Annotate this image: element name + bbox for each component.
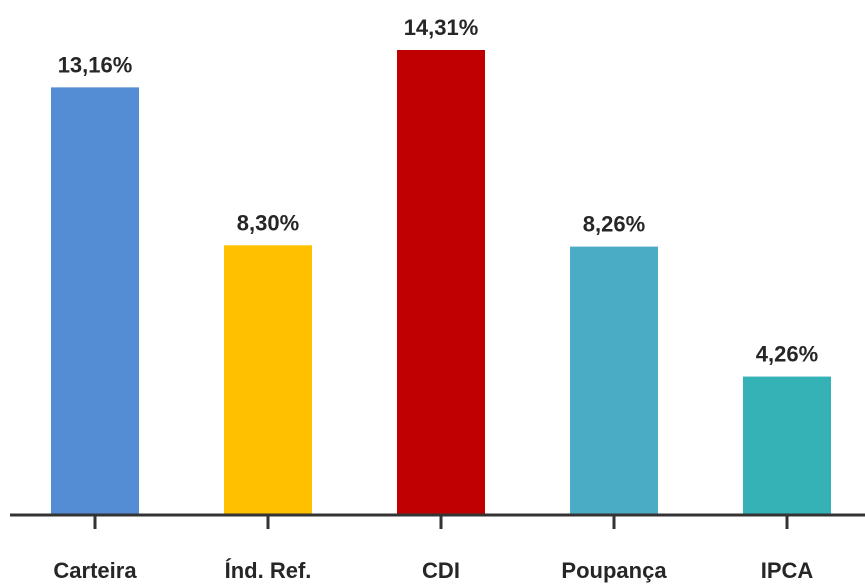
- value-label-1: 13,16%: [58, 52, 133, 77]
- value-label-2: 8,30%: [237, 210, 299, 235]
- bar-2: [224, 245, 312, 515]
- x-tick-label-5: IPCA: [761, 558, 814, 583]
- bar-1: [51, 87, 139, 516]
- x-tick-label-1: Carteira: [53, 558, 137, 583]
- tick-labels-layer: Carteira Índ. Ref. CDI Poupança IPCA: [53, 558, 813, 583]
- ticks-layer: [93, 515, 789, 529]
- value-label-5: 4,26%: [756, 342, 818, 367]
- bar-5: [743, 376, 831, 515]
- value-label-3: 14,31%: [404, 15, 479, 40]
- value-labels-layer: 13,16% 8,30% 14,31% 8,26% 4,26%: [58, 15, 819, 367]
- bar-3: [397, 50, 485, 515]
- x-tick-label-3: CDI: [422, 558, 460, 583]
- x-tick-label-2: Índ. Ref.: [225, 558, 312, 583]
- x-tick-label-4: Poupança: [561, 558, 667, 583]
- bar-4: [570, 246, 658, 515]
- bars-layer: [51, 50, 831, 516]
- value-label-4: 8,26%: [583, 212, 645, 237]
